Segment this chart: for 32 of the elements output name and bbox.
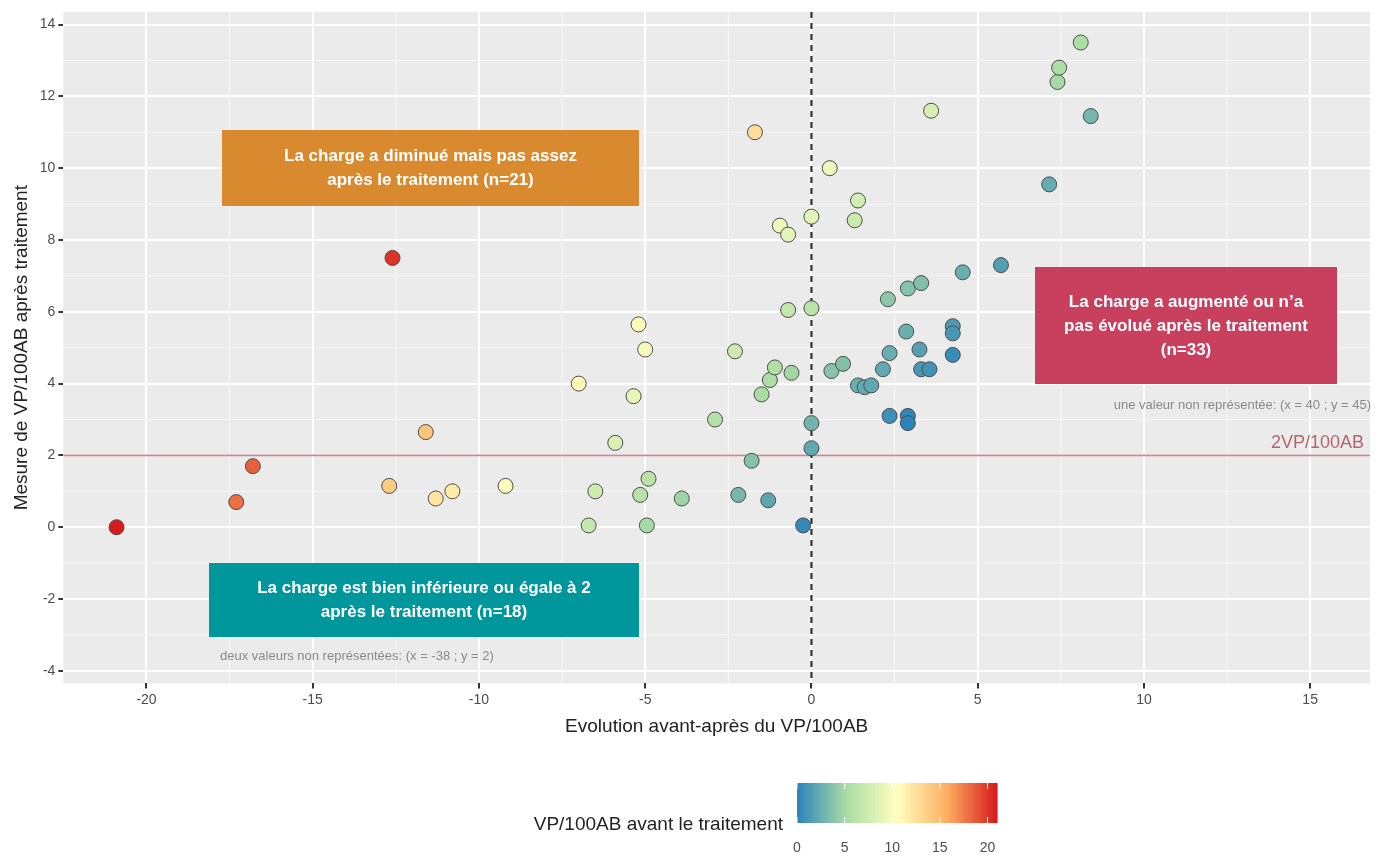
- x-tick-label: -10: [468, 690, 490, 707]
- y-tick-label: 10: [39, 159, 56, 176]
- y-tick-label: 4: [47, 374, 56, 391]
- color-bar-label: 20: [979, 838, 996, 855]
- ref-line-label: 2VP/100AB: [1270, 432, 1364, 453]
- x-tick-label: 0: [807, 690, 816, 707]
- y-tick-label: 2: [47, 446, 56, 463]
- color-bar-label: 15: [932, 838, 948, 855]
- x-tick-label: 15: [1302, 690, 1319, 707]
- color-bar-label: 0: [793, 838, 802, 855]
- y-tick-label: 0: [47, 518, 56, 535]
- y-tick-label: 12: [39, 87, 56, 104]
- y-tick-label: 8: [47, 230, 56, 247]
- color-bar-title: VP/100AB avant le traitement: [533, 813, 784, 835]
- callout-box: La charge a augmenté ou n’a pas évolué après le traitement (n=33): [1035, 267, 1337, 384]
- annotation: deux valeurs non représentées: (x = -38 ; y = 2): [220, 648, 494, 663]
- x-tick-label: 5: [973, 690, 982, 707]
- y-tick-label: -2: [42, 589, 56, 606]
- callout-box: La charge a diminué mais pas assez après le traitement (n=21): [222, 130, 639, 206]
- x-tick-label: -20: [136, 690, 157, 707]
- x-axis-title: Evolution avant-après du VP/100AB: [565, 714, 869, 736]
- callout-box: La charge est bien inférieure ou égale à 2 après le traitement (n=18): [209, 563, 639, 637]
- y-axis-title: Mesure de VP/100AB après traitement: [9, 184, 31, 511]
- color-bar-label: 5: [840, 838, 849, 855]
- x-tick-label: -5: [638, 690, 652, 707]
- y-tick-label: 6: [47, 302, 56, 319]
- x-tick-label: 10: [1136, 690, 1152, 707]
- y-tick-label: 14: [39, 15, 56, 32]
- color-bar-label: 10: [884, 838, 901, 855]
- y-tick-label: -4: [42, 661, 56, 678]
- annotation: une valeur non représentée: (x = 40 ; y = 45): [1113, 397, 1371, 412]
- x-tick-label: -15: [302, 690, 324, 707]
